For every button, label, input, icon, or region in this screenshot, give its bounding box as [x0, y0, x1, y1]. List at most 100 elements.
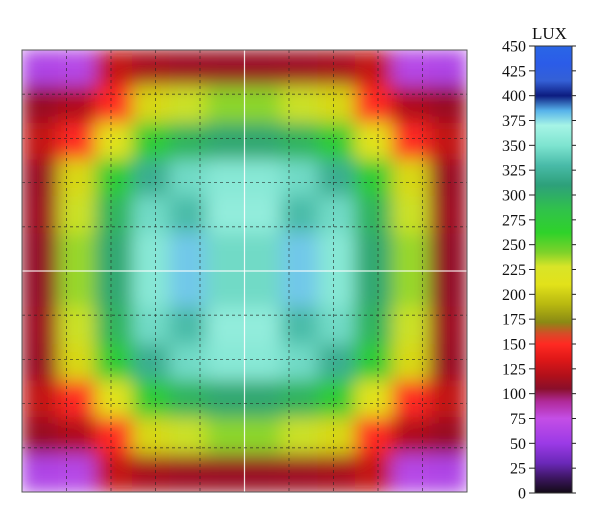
heatmap-cell	[132, 270, 172, 309]
colorbar-tick-label: 450	[502, 39, 526, 56]
heatmap-cell	[317, 50, 357, 88]
heatmap-cell	[317, 343, 357, 383]
colorbar: 4504254003753503253002752502252001751501…	[502, 24, 576, 503]
heatmap-cell	[317, 159, 357, 199]
heatmap-cell	[391, 85, 431, 125]
heatmap-cell	[317, 196, 357, 236]
plot-grid	[22, 50, 467, 492]
heatmap-cell	[95, 159, 135, 199]
heatmap-cell	[243, 343, 283, 383]
heatmap-cell	[391, 50, 431, 88]
heatmap-cell	[317, 306, 357, 346]
heatmap-cell	[243, 196, 283, 236]
heatmap-cell	[428, 380, 467, 420]
heatmap-cell	[391, 306, 431, 346]
heatmap-cell	[354, 233, 394, 272]
heatmap-cell	[428, 50, 467, 88]
heatmap-cell	[169, 122, 209, 162]
colorbar-tick-label: 225	[502, 262, 526, 279]
colorbar-tick-label: 175	[502, 312, 526, 329]
heatmap-cell	[206, 270, 246, 309]
heatmap-cell	[354, 306, 394, 346]
colorbar-tick-label: 350	[502, 138, 526, 155]
heatmap-cell	[280, 50, 320, 88]
heatmap-cell	[428, 343, 467, 383]
heatmap-cell	[354, 417, 394, 457]
heatmap-cell	[95, 50, 135, 88]
heatmap-cell	[95, 380, 135, 420]
heatmap-cell	[22, 122, 61, 162]
colorbar-tick-label: 25	[510, 461, 526, 478]
heatmap-cell	[354, 343, 394, 383]
heatmap-cell	[95, 417, 135, 457]
heatmap-cell	[206, 380, 246, 420]
heatmap-cell	[206, 122, 246, 162]
heatmap-cell	[354, 85, 394, 125]
heatmap-cell	[391, 196, 431, 236]
heatmap-cell	[95, 306, 135, 346]
heatmap-cell	[58, 306, 98, 346]
heatmap-cell	[58, 159, 98, 199]
heatmap-cell	[280, 306, 320, 346]
heatmap-cell	[391, 122, 431, 162]
heatmap-cell	[169, 196, 209, 236]
heatmap-cell	[58, 233, 98, 272]
heatmap-cell	[95, 85, 135, 125]
heatmap-cell	[428, 417, 467, 457]
heatmap-cell	[428, 306, 467, 346]
heatmap-cell	[428, 454, 467, 492]
heatmap-cell	[132, 454, 172, 492]
heatmap-cell	[132, 306, 172, 346]
heatmap-cell	[280, 343, 320, 383]
colorbar-tick-label: 325	[502, 163, 526, 180]
heatmap-cell	[243, 454, 283, 492]
heatmap-cell	[169, 417, 209, 457]
heatmap-cell	[132, 159, 172, 199]
heatmap-cell	[58, 122, 98, 162]
heatmap-cell	[391, 159, 431, 199]
heatmap-cell	[132, 380, 172, 420]
heatmap-cell	[243, 233, 283, 272]
heatmap-cell	[169, 233, 209, 272]
heatmap-cell	[243, 306, 283, 346]
colorbar-tick-label: 0	[518, 486, 526, 503]
heatmap-plot	[22, 50, 467, 492]
colorbar-tick-label: 375	[502, 113, 526, 130]
heatmap-cell	[391, 380, 431, 420]
heatmap-cell	[206, 50, 246, 88]
heatmap-cell	[206, 233, 246, 272]
colorbar-tick-label: 200	[502, 287, 526, 304]
heatmap-cell	[58, 343, 98, 383]
heatmap-cell	[95, 122, 135, 162]
colorbar-tick-label: 50	[510, 436, 526, 453]
heatmap-cell	[243, 122, 283, 162]
heatmap-cell	[391, 454, 431, 492]
heatmap-cell	[280, 380, 320, 420]
heatmap-cell	[317, 233, 357, 272]
heatmap-cell	[280, 159, 320, 199]
heatmap-cell	[354, 50, 394, 88]
heatmap-cell	[280, 196, 320, 236]
heatmap-cell	[169, 85, 209, 125]
heatmap-cell	[132, 50, 172, 88]
heatmap-cell	[22, 85, 61, 125]
heatmap-cell	[95, 454, 135, 492]
heatmap-cell	[95, 196, 135, 236]
heatmap-cell	[391, 233, 431, 272]
heatmap-cell	[206, 343, 246, 383]
heatmap-cell	[132, 233, 172, 272]
heatmap-cell	[22, 233, 61, 272]
colorbar-tick-label: 100	[502, 386, 526, 403]
heatmap-cell	[354, 122, 394, 162]
heatmap-cell	[58, 417, 98, 457]
heatmap-cell	[280, 270, 320, 309]
heatmap-cell	[22, 380, 61, 420]
heatmap-cell	[391, 417, 431, 457]
heatmap-cell	[58, 270, 98, 309]
heatmap-cell	[428, 196, 467, 236]
heatmap-cell	[428, 122, 467, 162]
heatmap-cell	[169, 343, 209, 383]
heatmap-cell	[354, 270, 394, 309]
